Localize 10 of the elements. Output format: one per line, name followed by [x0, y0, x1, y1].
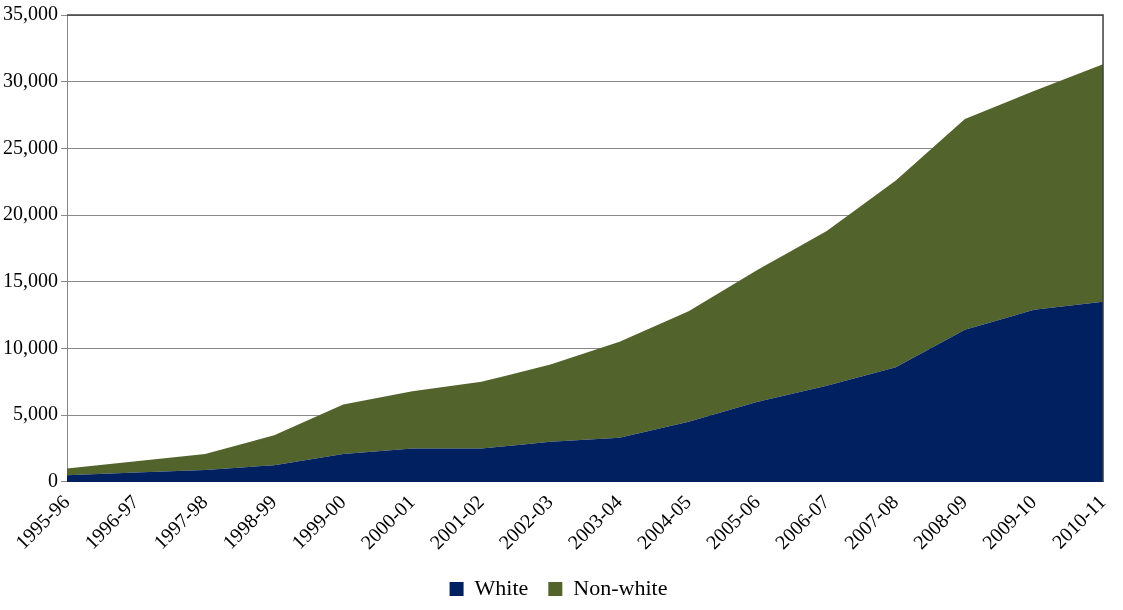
- y-tick-label: 20,000: [3, 202, 58, 225]
- legend-label: White: [474, 574, 529, 600]
- y-tick-label: 30,000: [3, 68, 58, 91]
- y-tick-label: 0: [48, 469, 58, 492]
- y-tick-label: 35,000: [3, 2, 58, 25]
- legend-label: Non-white: [573, 574, 668, 600]
- y-tick-label: 15,000: [3, 269, 58, 292]
- y-tick-label: 25,000: [3, 135, 58, 158]
- y-tick-label: 5,000: [13, 402, 58, 425]
- y-tick-label: 10,000: [3, 335, 58, 358]
